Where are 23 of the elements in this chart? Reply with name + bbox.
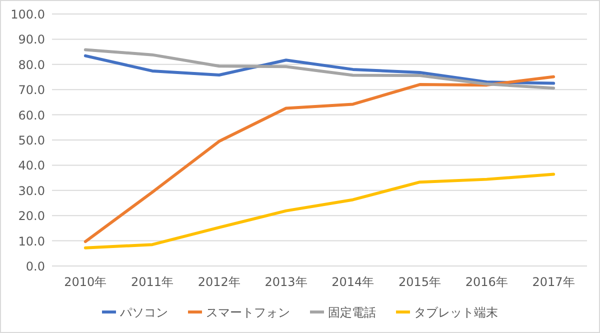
y-tick-label: 90.0 (18, 32, 45, 47)
x-tick-label: 2013年 (264, 275, 308, 289)
x-tick-label: 2015年 (398, 275, 442, 289)
x-tick-label: 2016年 (465, 275, 508, 289)
y-tick-label: 10.0 (18, 234, 45, 248)
x-tick-label: 2017年 (532, 275, 575, 289)
x-tick-label: 2012年 (198, 275, 240, 289)
y-tick-label: 60.0 (18, 108, 45, 122)
y-tick-label: 80.0 (18, 58, 45, 72)
y-tick-label: 20.0 (18, 209, 45, 224)
y-tick-label: 100.0 (10, 8, 45, 22)
x-tick-label: 2011年 (131, 275, 174, 289)
y-tick-label: 70.0 (18, 83, 45, 98)
x-tick-label: 2010年 (64, 275, 107, 289)
legend-label: タブレット端末 (414, 306, 498, 320)
y-tick-label: 0.0 (26, 260, 45, 274)
y-tick-label: 50.0 (18, 134, 45, 148)
legend-label: 固定電話 (328, 306, 376, 320)
legend-label: スマートフォン (206, 306, 290, 320)
y-tick-label: 40.0 (18, 158, 45, 173)
y-tick-label: 30.0 (18, 184, 45, 198)
x-tick-label: 2014年 (332, 275, 374, 289)
legend-label: パソコン (119, 306, 168, 320)
